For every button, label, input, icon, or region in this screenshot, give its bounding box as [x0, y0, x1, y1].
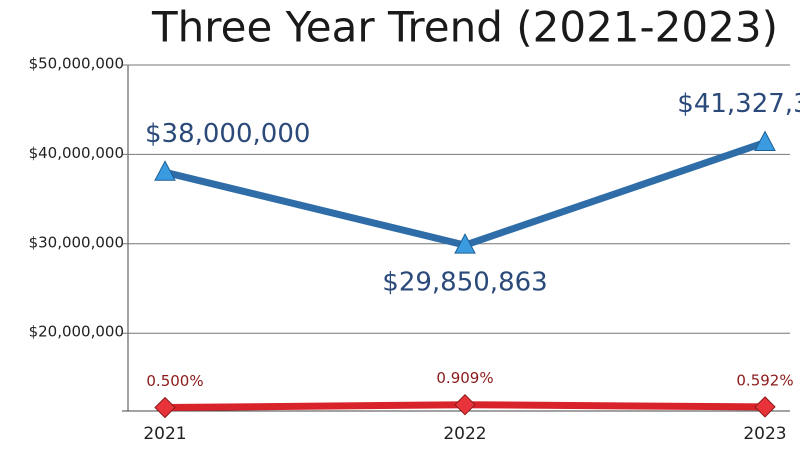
data-label: $38,000,000 — [145, 119, 310, 149]
y-tick-label: $20,000,000 — [29, 323, 124, 341]
x-tick-label: 2023 — [743, 424, 786, 444]
series-line — [164, 139, 767, 249]
y-tick-label: $40,000,000 — [29, 144, 124, 162]
data-label: $29,850,863 — [382, 268, 547, 298]
x-tick-label: 2021 — [143, 424, 186, 444]
data-label: 0.592% — [736, 371, 793, 389]
marker — [454, 394, 476, 416]
marker — [754, 396, 776, 418]
x-tick-label: 2022 — [443, 424, 486, 444]
chart-title: Three Year Trend (2021-2023) — [151, 3, 778, 52]
data-label: 0.909% — [436, 369, 493, 387]
data-label: $41,327,388 — [677, 89, 800, 119]
data-label: 0.500% — [146, 372, 203, 390]
marker — [454, 233, 476, 254]
marker — [154, 160, 176, 181]
marker — [154, 396, 176, 419]
y-tick-label: $30,000,000 — [29, 233, 124, 251]
y-tick-label: $50,000,000 — [29, 55, 124, 73]
marker — [754, 130, 776, 152]
